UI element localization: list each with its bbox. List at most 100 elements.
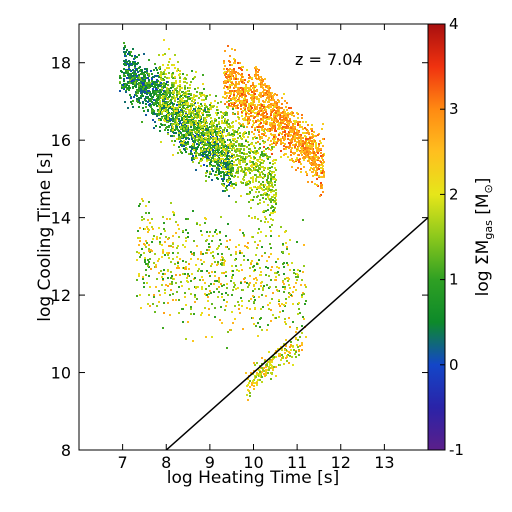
data-point: [261, 159, 263, 161]
data-point: [226, 114, 228, 116]
data-point: [241, 93, 243, 95]
data-point: [208, 176, 210, 178]
data-point: [214, 271, 216, 273]
data-point: [185, 229, 187, 231]
data-point: [238, 81, 240, 83]
data-point: [143, 252, 145, 254]
data-point: [182, 126, 184, 128]
data-point: [302, 219, 304, 221]
data-point: [207, 127, 209, 129]
data-point: [235, 159, 237, 161]
data-point: [255, 72, 257, 74]
data-point: [178, 111, 180, 113]
data-point: [307, 181, 309, 183]
data-point: [204, 217, 206, 219]
data-point: [260, 162, 262, 164]
data-point: [264, 221, 266, 223]
data-point: [321, 176, 323, 178]
data-point: [147, 219, 149, 221]
data-point: [276, 266, 278, 268]
data-point: [293, 115, 295, 117]
data-point: [229, 146, 231, 148]
data-point: [302, 140, 304, 142]
data-point: [200, 230, 202, 232]
data-point: [158, 76, 160, 78]
data-point: [292, 291, 294, 293]
data-point: [133, 96, 135, 98]
data-point: [156, 99, 158, 101]
data-point: [134, 55, 136, 57]
data-point: [272, 178, 274, 180]
data-point: [231, 185, 233, 187]
data-point: [216, 177, 218, 179]
data-point: [251, 126, 253, 128]
data-point: [175, 80, 177, 82]
data-point: [178, 105, 180, 107]
data-point: [317, 134, 319, 136]
data-point: [256, 196, 258, 198]
data-point: [283, 291, 285, 293]
data-point: [313, 154, 315, 156]
data-point: [250, 89, 252, 91]
data-point: [262, 119, 264, 121]
data-point: [239, 252, 241, 254]
data-point: [204, 95, 206, 97]
data-point: [221, 183, 223, 185]
data-point: [290, 151, 292, 153]
data-point: [305, 336, 307, 338]
data-point: [132, 82, 134, 84]
data-point: [285, 302, 287, 304]
data-point: [255, 180, 257, 182]
data-point: [184, 267, 186, 269]
data-point: [226, 185, 228, 187]
data-point: [248, 74, 250, 76]
data-point: [250, 85, 252, 87]
data-point: [223, 162, 225, 164]
data-point: [206, 239, 208, 241]
data-point: [227, 181, 229, 183]
data-point: [209, 275, 211, 277]
data-point: [143, 243, 145, 245]
data-point: [275, 144, 277, 146]
data-point: [204, 107, 206, 109]
data-point: [283, 273, 285, 275]
data-point: [136, 251, 138, 253]
data-point: [294, 140, 296, 142]
data-point: [249, 103, 251, 105]
data-point: [285, 339, 287, 341]
data-point: [191, 133, 193, 135]
data-point: [252, 110, 254, 112]
data-point: [178, 118, 180, 120]
data-point: [164, 96, 166, 98]
data-point: [200, 165, 202, 167]
data-point: [234, 113, 236, 115]
data-point: [218, 281, 220, 283]
data-point: [224, 50, 226, 52]
scatter-points: [119, 39, 325, 401]
data-point: [234, 156, 236, 158]
data-point: [298, 135, 300, 137]
data-point: [163, 99, 165, 101]
data-point: [243, 133, 245, 135]
data-point: [218, 245, 220, 247]
data-point: [248, 110, 250, 112]
data-point: [241, 252, 243, 254]
data-point: [292, 112, 294, 114]
data-point: [197, 258, 199, 260]
data-point: [252, 295, 254, 297]
data-point: [205, 175, 207, 177]
data-point: [264, 192, 266, 194]
data-point: [208, 272, 210, 274]
data-point: [128, 85, 130, 87]
data-point: [171, 135, 173, 137]
data-point: [223, 82, 225, 84]
data-point: [275, 276, 277, 278]
data-point: [264, 83, 266, 85]
data-point: [185, 304, 187, 306]
data-point: [234, 284, 236, 286]
data-point: [202, 153, 204, 155]
data-point: [140, 79, 142, 81]
data-point: [285, 298, 287, 300]
data-point: [155, 75, 157, 77]
data-point: [269, 243, 271, 245]
